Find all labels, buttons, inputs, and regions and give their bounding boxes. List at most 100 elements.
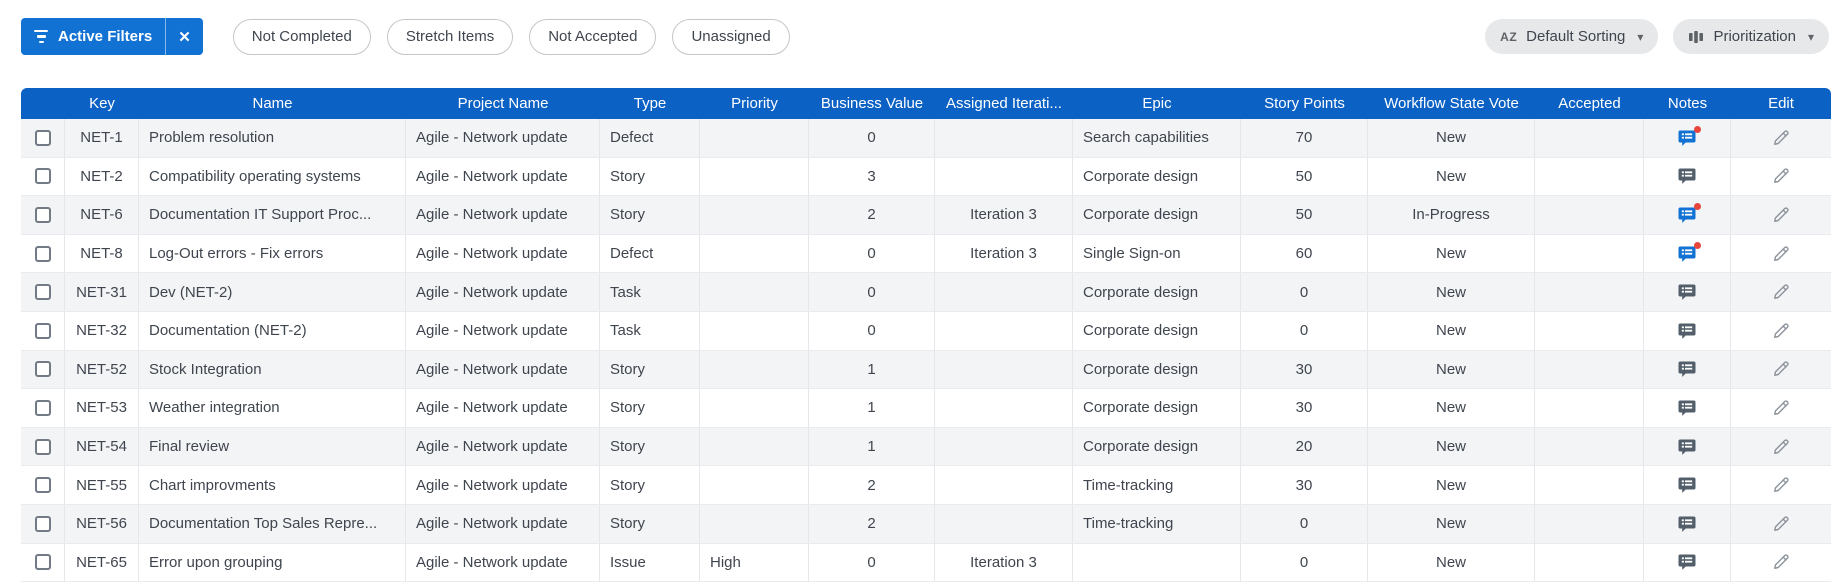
edit-icon[interactable] <box>1771 282 1791 302</box>
cell-type: Issue <box>600 543 700 582</box>
table-row[interactable]: NET-8 Log-Out errors - Fix errors Agile - … <box>21 233 1831 273</box>
row-checkbox[interactable] <box>34 438 51 455</box>
filter-chip-not-completed[interactable]: Not Completed <box>232 18 371 55</box>
edit-icon[interactable] <box>1771 514 1791 534</box>
row-checkbox[interactable] <box>34 477 51 494</box>
row-checkbox[interactable] <box>34 245 51 262</box>
edit-icon[interactable] <box>1771 205 1791 225</box>
filter-chip-unassigned[interactable]: Unassigned <box>672 18 790 55</box>
cell-project-name: Agile - Network update <box>406 311 600 350</box>
edit-icon[interactable] <box>1771 398 1791 418</box>
table-row[interactable]: NET-53 Weather integration Agile - Network… <box>21 388 1831 427</box>
cell-type: Defect <box>600 234 700 273</box>
table-row[interactable]: NET-2 Compatibility operating systems Agil… <box>21 156 1831 196</box>
view-mode-dropdown[interactable]: Prioritization ▾ <box>1673 19 1829 54</box>
cell-story-points: 0 <box>1241 504 1368 543</box>
notes-icon[interactable] <box>1677 475 1697 495</box>
notes-icon[interactable] <box>1677 241 1701 264</box>
row-checkbox[interactable] <box>34 322 51 339</box>
cell-name: Final review <box>139 427 406 466</box>
edit-icon[interactable] <box>1771 437 1791 457</box>
notes-icon[interactable] <box>1677 125 1701 148</box>
table-row[interactable]: NET-56 Documentation Top Sales Repre... Ag… <box>21 503 1831 543</box>
edit-icon[interactable] <box>1771 359 1791 379</box>
cell-notes <box>1644 234 1731 273</box>
cell-type: Defect <box>600 119 700 157</box>
row-checkbox[interactable] <box>34 361 51 378</box>
column-header-epic[interactable]: Epic <box>1142 95 1172 112</box>
clear-filters-button[interactable]: ✕ <box>166 18 203 55</box>
row-checkbox[interactable] <box>34 284 51 301</box>
row-checkbox[interactable] <box>34 554 51 571</box>
edit-icon[interactable] <box>1771 166 1791 186</box>
cell-epic: Corporate design <box>1073 427 1241 466</box>
column-header-assigned-iterati[interactable]: Assigned Iterati... <box>946 95 1062 112</box>
notes-icon[interactable] <box>1677 437 1697 457</box>
filter-chip-stretch-items[interactable]: Stretch Items <box>386 18 514 55</box>
cell-priority <box>700 157 809 196</box>
cell-key: NET-53 <box>65 389 139 427</box>
column-header-story-points[interactable]: Story Points <box>1264 95 1345 112</box>
column-header-name[interactable]: Name <box>252 95 293 112</box>
edit-icon[interactable] <box>1771 321 1791 341</box>
cell-epic: Single Sign-on <box>1073 234 1241 273</box>
cell-notes <box>1644 389 1731 427</box>
edit-icon[interactable] <box>1771 244 1791 264</box>
cell-epic: Corporate design <box>1073 350 1241 389</box>
notes-icon[interactable] <box>1677 398 1697 418</box>
notes-icon[interactable] <box>1677 514 1697 534</box>
column-header-key[interactable]: Key <box>89 95 115 112</box>
cell-epic: Corporate design <box>1073 157 1241 196</box>
cell-workflow-state-vote: New <box>1368 543 1535 582</box>
active-filters-button[interactable]: Active Filters ✕ <box>21 18 203 55</box>
column-header-project-name[interactable]: Project Name <box>457 95 549 112</box>
cell-project-name: Agile - Network update <box>406 504 600 543</box>
cell-business-value: 3 <box>809 157 935 196</box>
table-row[interactable]: NET-52 Stock Integration Agile - Network u… <box>21 349 1831 389</box>
row-checkbox[interactable] <box>34 129 51 146</box>
table-row[interactable]: NET-1 Problem resolution Agile - Network u… <box>21 119 1831 157</box>
table-row[interactable]: NET-65 Error upon grouping Agile - Network… <box>21 542 1831 582</box>
row-checkbox[interactable] <box>34 206 51 223</box>
row-checkbox[interactable] <box>34 399 51 416</box>
edit-icon[interactable] <box>1771 128 1791 148</box>
column-header-business-value[interactable]: Business Value <box>820 95 924 112</box>
cell-assigned-iteration <box>935 389 1073 427</box>
table-row[interactable]: NET-6 Documentation IT Support Proc... Agi… <box>21 195 1831 234</box>
column-header-type[interactable]: Type <box>633 95 667 112</box>
row-checkbox[interactable] <box>34 168 51 185</box>
row-checkbox[interactable] <box>34 515 51 532</box>
notes-icon[interactable] <box>1677 321 1697 341</box>
table-header-row: Key Name Project Name Type Priority Business … <box>21 88 1831 119</box>
notes-icon[interactable] <box>1677 552 1697 572</box>
cell-notes <box>1644 273 1731 311</box>
table-row[interactable]: NET-54 Final review Agile - Network update… <box>21 426 1831 466</box>
column-header-priority[interactable]: Priority <box>731 95 778 112</box>
edit-icon[interactable] <box>1771 475 1791 495</box>
edit-icon[interactable] <box>1771 552 1791 572</box>
table-row[interactable]: NET-31 Dev (NET-2) Agile - Network update T… <box>21 272 1831 311</box>
cell-priority: High <box>700 543 809 582</box>
table-row[interactable]: NET-55 Chart improvments Agile - Network u… <box>21 465 1831 504</box>
notes-icon[interactable] <box>1677 166 1697 186</box>
column-header-accepted[interactable]: Accepted <box>1558 95 1621 112</box>
sorting-dropdown[interactable]: AZ Default Sorting ▾ <box>1485 19 1659 54</box>
cell-business-value: 2 <box>809 196 935 234</box>
cell-business-value: 0 <box>809 119 935 157</box>
table-row[interactable]: NET-32 Documentation (NET-2) Agile - Netwo… <box>21 310 1831 350</box>
column-header-workflow-state-vote[interactable]: Workflow State Vote <box>1384 95 1519 112</box>
cell-project-name: Agile - Network update <box>406 389 600 427</box>
cell-key: NET-32 <box>65 311 139 350</box>
cell-epic: Search capabilities <box>1073 119 1241 157</box>
cell-assigned-iteration: Iteration 3 <box>935 196 1073 234</box>
cell-story-points: 0 <box>1241 273 1368 311</box>
cell-project-name: Agile - Network update <box>406 196 600 234</box>
column-header-notes[interactable]: Notes <box>1667 95 1708 112</box>
notes-icon[interactable] <box>1677 359 1697 379</box>
cell-edit <box>1731 544 1831 582</box>
notes-icon[interactable] <box>1677 282 1697 302</box>
notes-icon[interactable] <box>1677 202 1701 225</box>
filter-chip-not-accepted[interactable]: Not Accepted <box>529 18 657 55</box>
active-filters-main[interactable]: Active Filters <box>21 18 165 55</box>
column-header-edit[interactable]: Edit <box>1768 95 1794 112</box>
